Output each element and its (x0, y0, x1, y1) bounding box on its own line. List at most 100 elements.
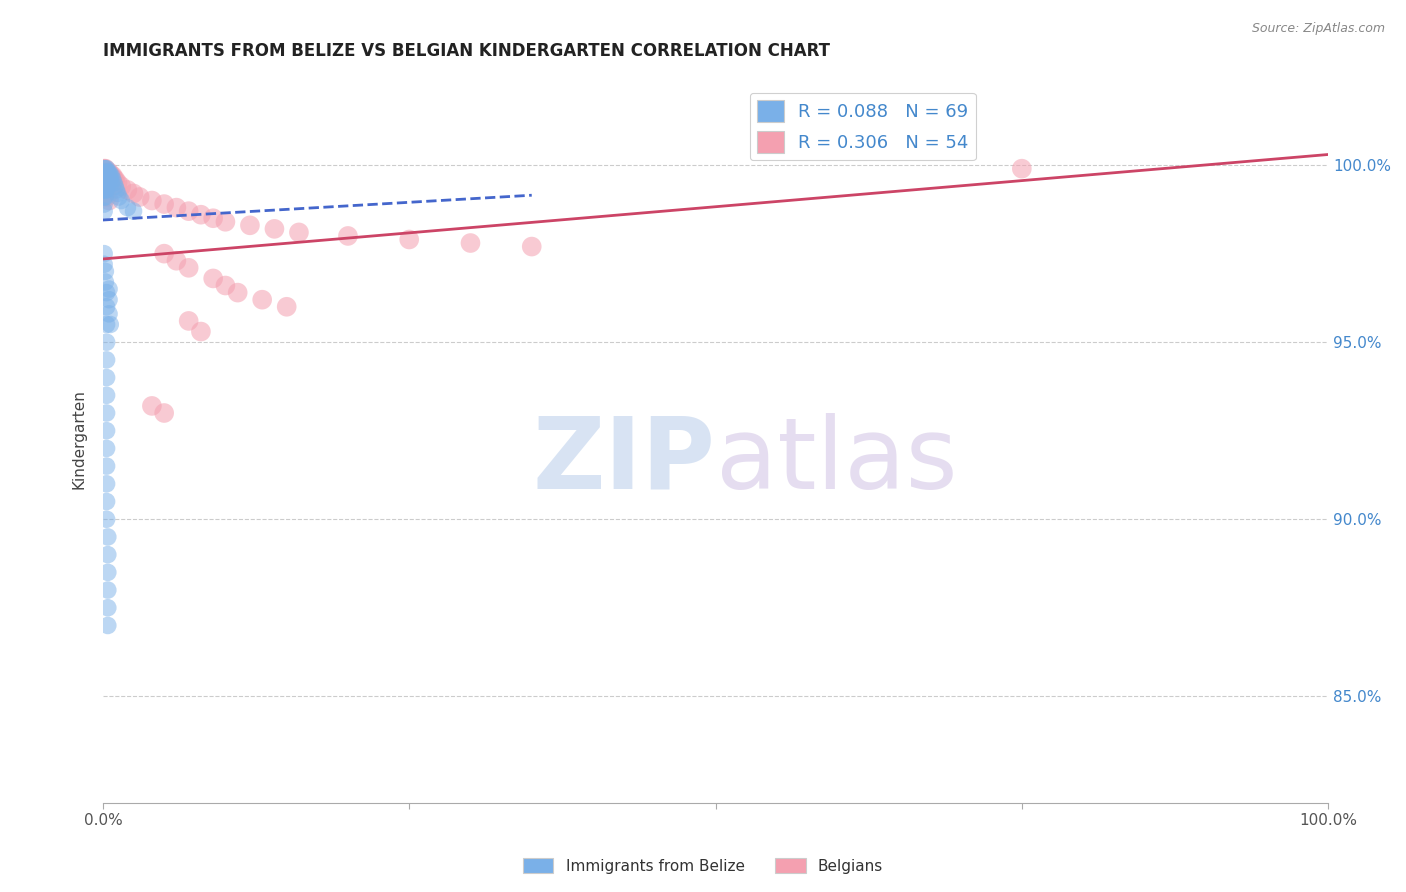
Point (103, 172, 125, 186)
Point (98, 169, 121, 183)
Point (97, 165, 120, 179)
Point (177, 204, 200, 219)
Point (98, 165, 121, 179)
Point (460, 235, 482, 250)
Point (94, 186, 117, 201)
Point (97, 548, 120, 562)
Point (98, 179, 121, 194)
Point (96, 165, 118, 179)
Point (93, 176, 115, 190)
Text: Source: ZipAtlas.com: Source: ZipAtlas.com (1251, 22, 1385, 36)
Point (94, 161, 117, 176)
Point (96, 459, 118, 474)
Point (98, 169, 121, 183)
Point (107, 176, 129, 190)
Point (239, 219, 262, 233)
Point (98, 165, 121, 179)
Point (100, 176, 122, 190)
Point (96, 161, 118, 176)
Point (94, 190, 117, 204)
Point (93, 172, 115, 186)
Point (165, 253, 187, 268)
Point (100, 169, 122, 183)
Point (110, 179, 132, 194)
Point (98, 172, 121, 186)
Point (288, 226, 311, 240)
Point (336, 229, 359, 244)
Legend: R = 0.088   N = 69, R = 0.306   N = 54: R = 0.088 N = 69, R = 0.306 N = 54 (749, 93, 976, 161)
Point (153, 246, 176, 260)
Point (93, 169, 115, 183)
Point (128, 190, 150, 204)
Point (93, 257, 115, 271)
Point (250, 293, 273, 307)
Point (108, 190, 131, 204)
Point (96, 179, 118, 194)
Point (177, 314, 200, 328)
Point (96, 352, 118, 367)
Point (97, 176, 120, 190)
Point (122, 204, 145, 219)
Point (202, 211, 225, 226)
Point (96, 169, 118, 183)
Point (190, 208, 212, 222)
Point (96, 183, 118, 197)
Point (93, 161, 115, 176)
Point (98, 169, 121, 183)
Point (97, 618, 120, 632)
Point (97, 530, 120, 544)
Point (96, 172, 118, 186)
Point (153, 406, 176, 420)
Point (202, 271, 225, 285)
Point (97, 172, 120, 186)
Point (226, 285, 249, 300)
Point (177, 260, 200, 275)
Point (93, 161, 115, 176)
Point (96, 406, 118, 420)
Point (98, 307, 121, 321)
Point (96, 512, 118, 526)
Text: IMMIGRANTS FROM BELIZE VS BELGIAN KINDERGARTEN CORRELATION CHART: IMMIGRANTS FROM BELIZE VS BELGIAN KINDER… (103, 42, 830, 60)
Point (98, 318, 121, 332)
Point (101, 172, 124, 186)
Point (263, 222, 285, 236)
Point (96, 442, 118, 456)
Point (107, 186, 129, 201)
Point (94, 176, 117, 190)
Point (117, 183, 139, 197)
Point (96, 300, 118, 314)
Point (94, 161, 117, 176)
Text: atlas: atlas (716, 413, 957, 510)
Point (94, 176, 117, 190)
Point (93, 197, 115, 211)
Point (96, 388, 118, 402)
Point (122, 186, 145, 201)
Point (93, 204, 115, 219)
Point (520, 239, 543, 253)
Point (97, 600, 120, 615)
Point (97, 582, 120, 597)
Point (96, 176, 118, 190)
Point (276, 300, 298, 314)
Point (94, 264, 117, 278)
Point (104, 172, 127, 186)
Point (96, 335, 118, 350)
Point (97, 169, 120, 183)
Point (93, 165, 115, 179)
Point (94, 275, 117, 289)
Point (103, 176, 125, 190)
Point (1011, 161, 1033, 176)
Point (93, 179, 115, 194)
Point (190, 325, 212, 339)
Point (97, 566, 120, 580)
Point (110, 194, 132, 208)
Point (398, 232, 420, 246)
Point (98, 172, 121, 186)
Point (105, 183, 128, 197)
Point (93, 172, 115, 186)
Point (93, 246, 115, 260)
Point (94, 169, 117, 183)
Point (93, 165, 115, 179)
Point (101, 169, 124, 183)
Text: ZIP: ZIP (533, 413, 716, 510)
